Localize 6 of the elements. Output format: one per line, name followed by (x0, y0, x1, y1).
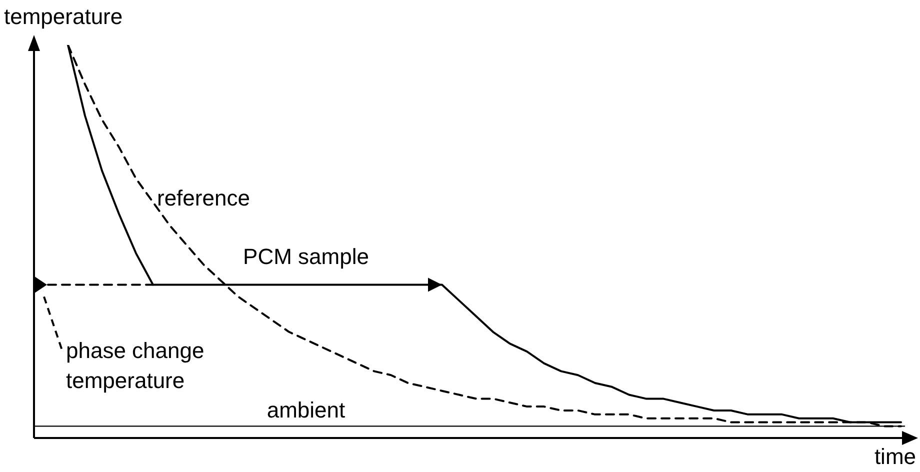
annotation: phase change temperature (66, 337, 206, 395)
y-axis-title: temperature (4, 4, 123, 30)
series-label: reference (157, 185, 250, 210)
series-label: PCM sample (243, 244, 369, 269)
ref-line-label: ambient (266, 397, 346, 422)
x-axis-title: time (874, 444, 916, 470)
